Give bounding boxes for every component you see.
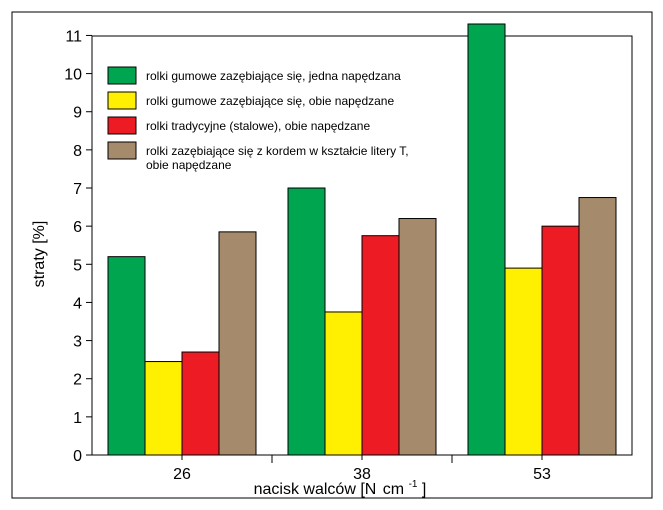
legend-label: rolki zazębiające się z kordem w kształc… (146, 144, 409, 158)
x-axis-title: nacisk walców [N cm -1 ] (254, 474, 427, 498)
bar (107, 256, 146, 456)
y-tick-label: 8 (73, 143, 82, 160)
x-axis-title-unit: cm (383, 481, 404, 498)
legend-swatch (107, 91, 137, 110)
bar (144, 361, 183, 456)
bar (504, 267, 543, 456)
bar (467, 23, 506, 456)
legend-label: obie napędzane (146, 158, 232, 172)
y-tick-label: 0 (73, 448, 82, 465)
y-tick-label: 5 (73, 257, 82, 274)
y-tick-label: 4 (73, 295, 82, 312)
y-tick-label: 7 (73, 181, 82, 198)
legend-label: rolki gumowe zazębiające się, obie napęd… (146, 94, 394, 108)
x-axis-title-main: nacisk walców [N (254, 481, 377, 498)
y-tick-label: 11 (65, 28, 82, 45)
y-tick-label: 6 (73, 219, 82, 236)
x-tick-label: 38 (353, 466, 371, 483)
legend-swatch (107, 141, 137, 160)
x-tick-label: 26 (173, 466, 191, 483)
bar (324, 311, 363, 456)
plot-area: 0 1 2 3 4 5 6 7 8 9 10 11 26 38 53 (64, 23, 633, 483)
bar (361, 235, 400, 456)
legend-swatch (107, 66, 137, 85)
y-tick-label: 10 (64, 67, 82, 84)
x-axis-title-exponent: -1 (409, 479, 418, 490)
x-axis-title-close: ] (422, 481, 426, 498)
bar (578, 197, 617, 456)
legend-label: rolki tradycyjne (stalowe), obie napędza… (146, 119, 370, 133)
legend-label: rolki gumowe zazębiające się, jedna napę… (146, 69, 401, 83)
y-axis-title: straty [%] (31, 221, 48, 288)
y-tick-label: 3 (73, 334, 82, 351)
legend-swatch (107, 116, 137, 135)
y-tick-label: 9 (73, 105, 82, 122)
bar (541, 225, 580, 456)
y-tick-label: 1 (73, 410, 82, 427)
x-tick-label: 53 (533, 466, 551, 483)
bar (287, 187, 326, 456)
bar (181, 351, 220, 456)
legend: rolki gumowe zazębiające się, jedna napę… (107, 66, 409, 172)
bar (398, 218, 437, 456)
y-tick-label: 2 (73, 372, 82, 389)
bar (218, 231, 257, 456)
